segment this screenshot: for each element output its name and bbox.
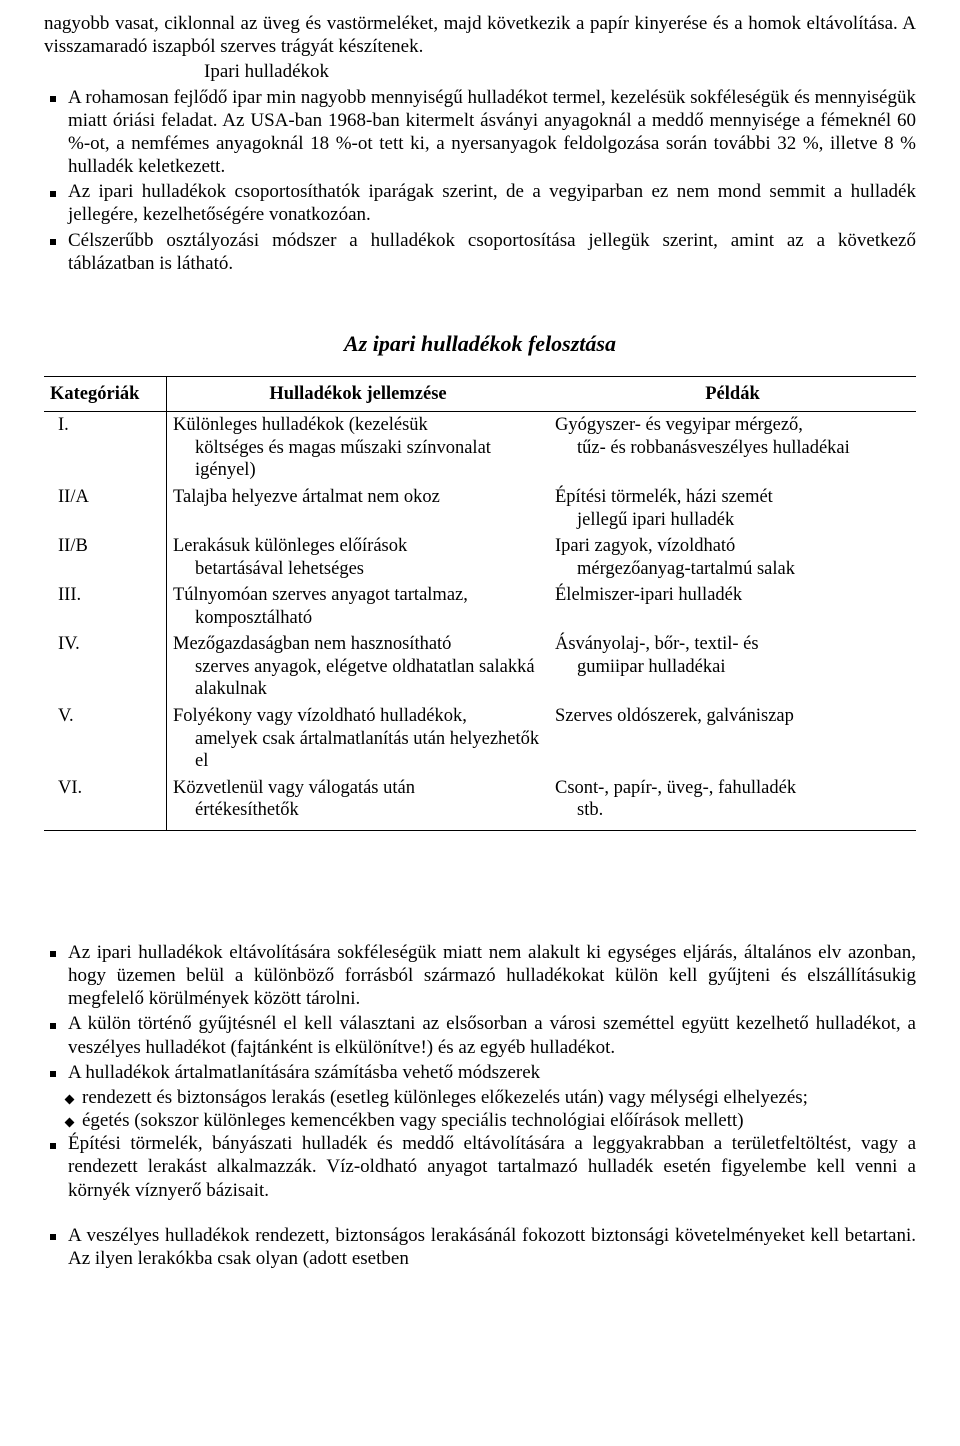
cell-description: Folyékony vagy vízoldható hulladékok, am… xyxy=(167,703,550,775)
bullet-list-4: A veszélyes hulladékok rendezett, bizton… xyxy=(44,1224,916,1270)
list-item: égetés (sokszor különleges kemencékben v… xyxy=(44,1109,916,1132)
cell-category: IV. xyxy=(44,631,167,703)
cell-description: Közvetlenül vagy válogatás után értékesí… xyxy=(167,775,550,831)
cell-example: Ásványolaj-, bőr-, textil- és gumiipar h… xyxy=(549,631,916,703)
list-item: Építési törmelék, bányászati hulladék és… xyxy=(44,1132,916,1202)
table-row: IV. Mezőgazdaságban nem hasznosítható sz… xyxy=(44,631,916,703)
table-row: I. Különleges hulladékok (kezelésük költ… xyxy=(44,412,916,484)
list-item: rendezett és biztonságos lerakás (esetle… xyxy=(44,1086,916,1109)
cell-example: Ipari zagyok, vízoldható mérgezőanyag-ta… xyxy=(549,533,916,582)
cell-description: Lerakásuk különleges előírások betartásá… xyxy=(167,533,550,582)
intro-p1: nagyobb vasat, ciklonnal az üveg és vast… xyxy=(44,12,916,58)
cell-category: V. xyxy=(44,703,167,775)
table-header-row: Kategóriák Hulladékok jellemzése Példák xyxy=(44,376,916,412)
bullet-list-3: Építési törmelék, bányászati hulladék és… xyxy=(44,1132,916,1202)
cell-category: II/A xyxy=(44,484,167,533)
list-item: Célszerűbb osztályozási módszer a hullad… xyxy=(44,229,916,275)
list-item: A külön történő gyűjtésnél el kell válas… xyxy=(44,1012,916,1058)
cell-category: II/B xyxy=(44,533,167,582)
table-row: VI. Közvetlenül vagy válogatás után érté… xyxy=(44,775,916,831)
list-item: A hulladékok ártalmatlanítására számítás… xyxy=(44,1061,916,1084)
cell-category: VI. xyxy=(44,775,167,831)
list-item: Az ipari hulladékok eltávolítására sokfé… xyxy=(44,941,916,1011)
col-header-examples: Példák xyxy=(549,376,916,412)
col-header-categories: Kategóriák xyxy=(44,376,167,412)
list-item: Az ipari hulladékok csoportosíthatók ipa… xyxy=(44,180,916,226)
cell-description: Túlnyomóan szerves anyagot tartalmaz, ko… xyxy=(167,582,550,631)
cell-example: Építési törmelék, házi szemét jellegű ip… xyxy=(549,484,916,533)
cell-example: Gyógyszer- és vegyipar mérgező, tűz- és … xyxy=(549,412,916,484)
table-row: III. Túlnyomóan szerves anyagot tartalma… xyxy=(44,582,916,631)
classification-table: Kategóriák Hulladékok jellemzése Példák … xyxy=(44,376,916,831)
cell-example: Élelmiszer-ipari hulladék xyxy=(549,582,916,631)
spacer xyxy=(44,831,916,941)
bullet-list-2: Az ipari hulladékok eltávolítására sokfé… xyxy=(44,941,916,1084)
table-row: II/A Talajba helyezve ártalmat nem okoz … xyxy=(44,484,916,533)
list-item: A veszélyes hulladékok rendezett, bizton… xyxy=(44,1224,916,1270)
cell-category: III. xyxy=(44,582,167,631)
col-header-description: Hulladékok jellemzése xyxy=(167,376,550,412)
table-row: V. Folyékony vagy vízoldható hulladékok,… xyxy=(44,703,916,775)
cell-example: Csont-, papír-, üveg-, fahulladék stb. xyxy=(549,775,916,831)
cell-description: Mezőgazdaságban nem hasznosítható szerve… xyxy=(167,631,550,703)
cell-description: Talajba helyezve ártalmat nem okoz xyxy=(167,484,550,533)
sub-bullet-list: rendezett és biztonságos lerakás (esetle… xyxy=(44,1086,916,1132)
spacer xyxy=(44,1204,916,1224)
bullet-list-1: A rohamosan fejlődő ipar min nagyobb men… xyxy=(44,86,916,275)
intro-p2: Ipari hulladékok xyxy=(44,60,916,83)
table-title: Az ipari hulladékok felosztása xyxy=(44,331,916,358)
cell-category: I. xyxy=(44,412,167,484)
cell-description: Különleges hulladékok (kezelésük költség… xyxy=(167,412,550,484)
cell-example: Szerves oldószerek, galvániszap xyxy=(549,703,916,775)
table-row: II/B Lerakásuk különleges előírások beta… xyxy=(44,533,916,582)
list-item: A rohamosan fejlődő ipar min nagyobb men… xyxy=(44,86,916,179)
